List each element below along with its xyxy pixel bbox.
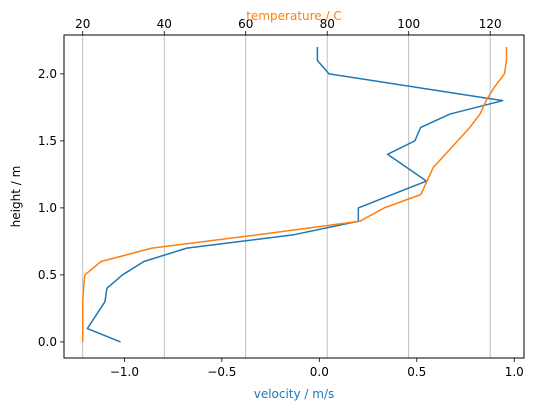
- x-axis-top: 20 40 60 80 100 120: [75, 17, 502, 35]
- x-axis-top-label: temperature / C: [246, 9, 341, 23]
- grid-lines: [82, 35, 491, 358]
- x-top-tick-label: 40: [157, 17, 172, 31]
- y-tick-label: 0.5: [38, 268, 57, 282]
- x-axis-bottom: −1.0 −0.5 0.0 0.5 1.0: [110, 358, 524, 379]
- x-top-tick-label: 60: [238, 17, 253, 31]
- x-top-tick-label: 80: [320, 17, 335, 31]
- temperature-line: [81, 47, 508, 342]
- x-top-tick-label: 20: [75, 17, 90, 31]
- y-axis: 0.0 0.5 1.0 1.5 2.0: [38, 67, 64, 349]
- x-bottom-tick-label: −1.0: [110, 365, 139, 379]
- x-bottom-tick-label: 0.0: [310, 365, 329, 379]
- x-axis-bottom-label: velocity / m/s: [254, 387, 335, 401]
- y-tick-label: 1.0: [38, 201, 57, 215]
- velocity-line: [86, 47, 504, 343]
- y-tick-label: 1.5: [38, 134, 57, 148]
- y-tick-label: 0.0: [38, 335, 57, 349]
- x-bottom-tick-label: 0.5: [407, 365, 426, 379]
- y-axis-label: height / m: [9, 166, 23, 228]
- x-top-tick-label: 100: [397, 17, 420, 31]
- x-bottom-tick-label: 1.0: [505, 365, 524, 379]
- plot-frame: [63, 34, 525, 359]
- x-bottom-tick-label: −0.5: [207, 365, 236, 379]
- y-tick-label: 2.0: [38, 67, 57, 81]
- x-top-tick-label: 120: [479, 17, 502, 31]
- series-lines: [81, 47, 508, 343]
